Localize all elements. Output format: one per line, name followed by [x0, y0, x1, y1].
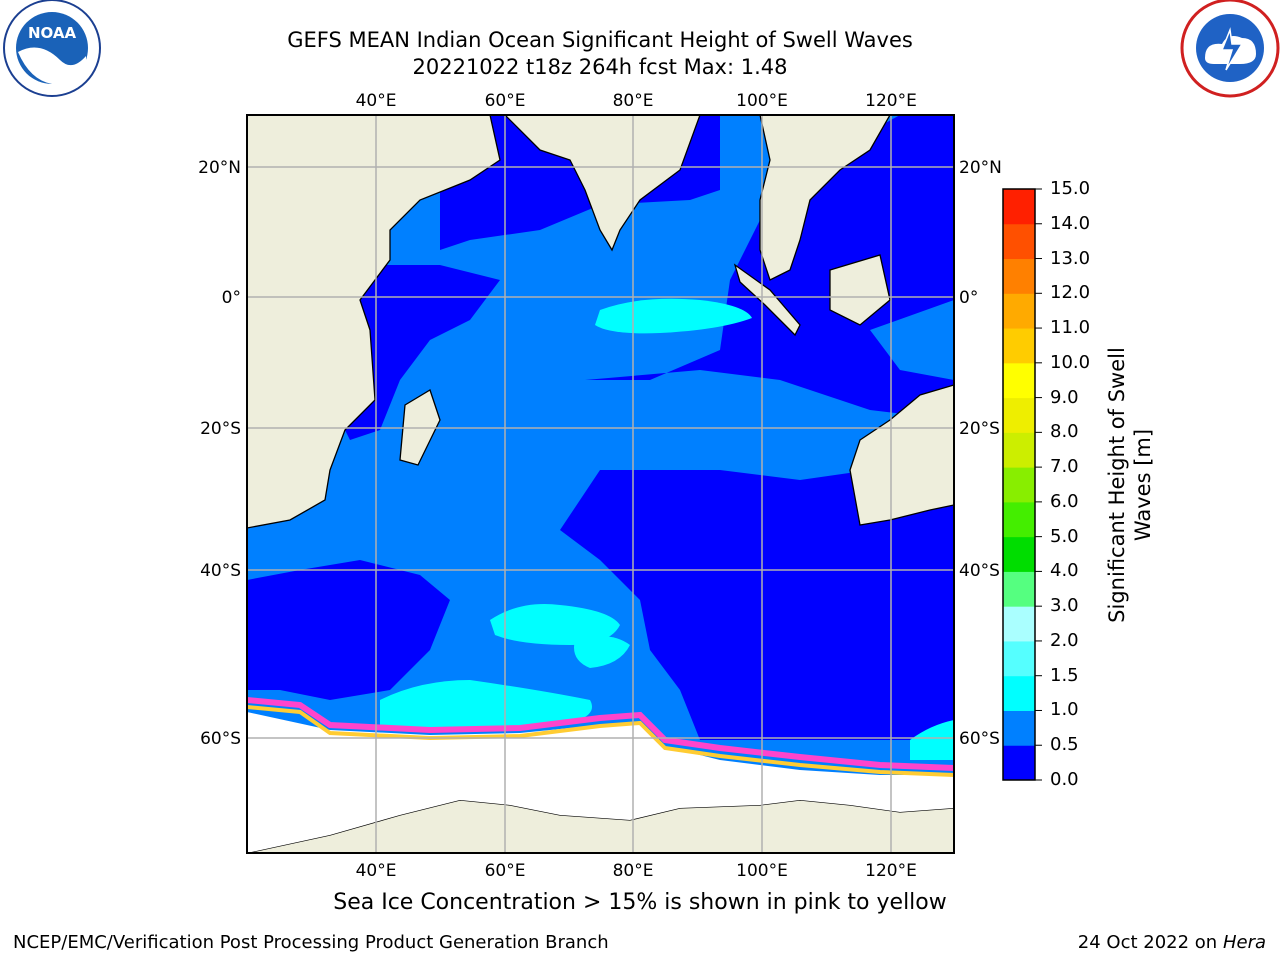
lat-label: 40°S: [200, 561, 241, 581]
lon-label: 60°E: [485, 91, 526, 111]
lon-labels-top: 40°E 60°E 80°E 100°E 120°E: [356, 91, 917, 111]
lat-label: 20°S: [959, 419, 1000, 439]
colorbar-level-label: 3.0: [1050, 595, 1079, 617]
colorbar-level-label: 11.0: [1050, 317, 1091, 339]
lat-label: 40°S: [959, 561, 1000, 581]
ice-edge-yellow: [247, 705, 954, 777]
lat-label: 0°: [959, 288, 978, 308]
colorbar-level-label: 12.0: [1050, 282, 1091, 304]
lon-label: 40°E: [356, 91, 397, 111]
ice-edge-pink: [247, 697, 954, 771]
map-frame: [246, 114, 955, 854]
sea-ice-note: Sea Ice Concentration > 15% is shown in …: [333, 890, 947, 915]
colorbar-swatch: [1003, 640, 1035, 677]
colorbar: [1003, 189, 1035, 781]
colorbar-swatch: [1003, 223, 1035, 260]
land-masses: [247, 115, 954, 853]
credit-text: NCEP/EMC/Verification Post Processing Pr…: [13, 932, 609, 953]
moderate-swell-regions: [380, 298, 954, 760]
map-subtitle: 20221022 t18z 264h fcst Max: 1.48: [412, 55, 788, 79]
colorbar-level-label: 4.0: [1050, 560, 1079, 582]
host-name: Hera: [1222, 932, 1266, 953]
lat-label: 20°N: [198, 158, 241, 178]
sea-ice-region: [247, 712, 954, 853]
lon-label: 120°E: [865, 861, 917, 881]
lat-labels-right: 20°N 0° 20°S 40°S 60°S: [959, 158, 1002, 749]
colorbar-level-label: 5.0: [1050, 525, 1079, 547]
colorbar-level-label: 0.5: [1050, 734, 1079, 756]
colorbar-swatch: [1003, 258, 1035, 294]
colorbar-swatch: [1003, 432, 1035, 468]
colorbar-swatch: [1003, 501, 1035, 538]
map-title: GEFS MEAN Indian Ocean Significant Heigh…: [287, 28, 913, 52]
colorbar-swatch: [1003, 571, 1035, 607]
lat-label: 20°S: [200, 419, 241, 439]
colorbar-level-label: 1.5: [1050, 664, 1079, 686]
colorbar-swatch: [1003, 675, 1035, 711]
colorbar-title: Significant Height of Swell Waves [m]: [1105, 347, 1155, 623]
lat-labels-left: 20°N 0° 20°S 40°S 60°S: [198, 158, 241, 749]
colorbar-swatch: [1003, 467, 1035, 503]
lat-label: 0°: [222, 288, 241, 308]
lat-label: 60°S: [200, 729, 241, 749]
noaa-logo-text: NOAA: [28, 24, 77, 42]
colorbar-swatch: [1003, 710, 1035, 746]
lon-label: 80°E: [613, 91, 654, 111]
colorbar-swatch: [1003, 328, 1035, 364]
lon-label: 100°E: [736, 861, 788, 881]
colorbar-ticks: [1035, 188, 1042, 781]
lon-label: 40°E: [356, 861, 397, 881]
lon-label: 120°E: [865, 91, 917, 111]
colorbar-level-label: 14.0: [1050, 212, 1091, 234]
colorbar-level-label: 1.0: [1050, 699, 1079, 721]
colorbar-swatch: [1003, 362, 1035, 399]
colorbar-swatch: [1003, 293, 1035, 329]
lon-labels-bottom: 40°E 60°E 80°E 100°E 120°E: [356, 861, 917, 881]
date-value: 24 Oct 2022 on: [1077, 932, 1218, 953]
colorbar-frame: [1002, 188, 1036, 781]
lon-label: 100°E: [736, 91, 788, 111]
colorbar-level-label: 13.0: [1050, 247, 1091, 269]
nws-logo: [1180, 0, 1280, 98]
map-grid: [247, 115, 954, 853]
colorbar-level-label: 6.0: [1050, 490, 1079, 512]
colorbar-level-label: 7.0: [1050, 456, 1079, 478]
lat-label: 60°S: [959, 729, 1000, 749]
colorbar-level-label: 9.0: [1050, 386, 1079, 408]
colorbar-level-label: 8.0: [1050, 421, 1079, 443]
colorbar-level-label: 10.0: [1050, 351, 1091, 373]
colorbar-level-label: 0.0: [1050, 769, 1079, 790]
lon-label: 80°E: [613, 861, 654, 881]
colorbar-level-label: 15.0: [1050, 178, 1091, 199]
colorbar-swatch: [1003, 189, 1035, 225]
colorbar-level-label: 2.0: [1050, 629, 1079, 651]
colorbar-swatch: [1003, 745, 1035, 781]
colorbar-swatch: [1003, 397, 1035, 433]
lat-label: 20°N: [959, 158, 1002, 178]
colorbar-swatch: [1003, 536, 1035, 572]
noaa-logo: NOAA: [3, 0, 101, 97]
colorbar-swatch: [1003, 606, 1035, 642]
date-text: 24 Oct 2022 on Hera: [1078, 932, 1266, 953]
lon-label: 60°E: [485, 861, 526, 881]
